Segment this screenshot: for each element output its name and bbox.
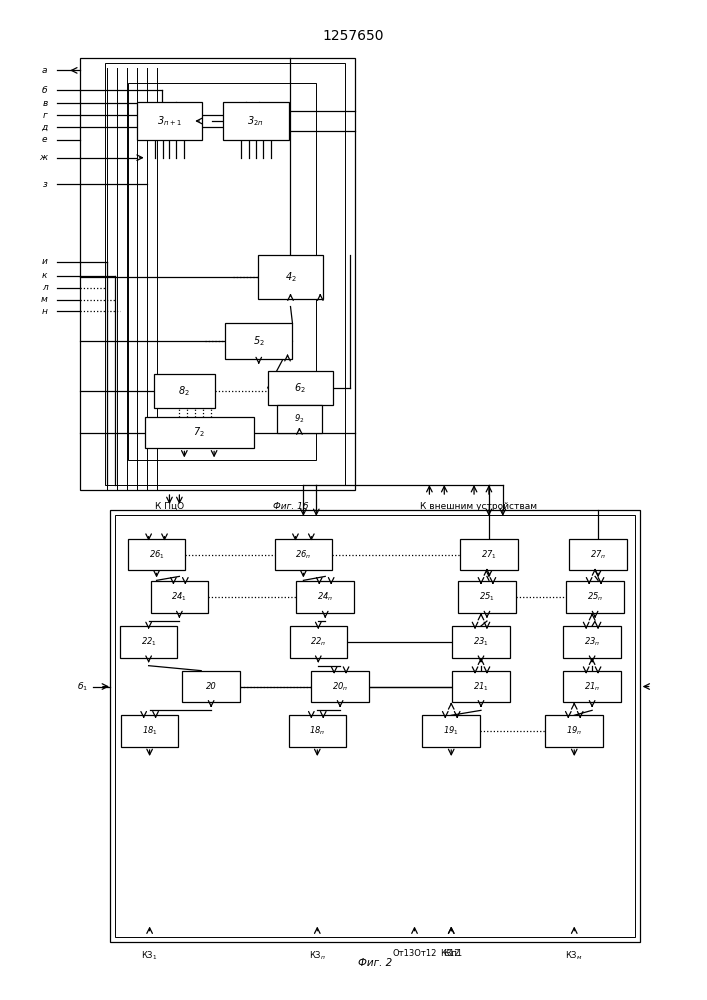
Text: 9$_2$: 9$_2$ <box>294 412 305 425</box>
Bar <box>423 715 480 747</box>
Text: Фиг. 2: Фиг. 2 <box>358 958 392 968</box>
Text: в: в <box>42 99 47 108</box>
Bar <box>288 715 346 747</box>
Text: 23$_1$: 23$_1$ <box>473 636 489 648</box>
Text: 19$_1$: 19$_1$ <box>443 725 459 737</box>
Text: КЗ$_1$: КЗ$_1$ <box>141 949 158 962</box>
Bar <box>452 626 510 658</box>
Bar <box>121 715 178 747</box>
Text: 4$_2$: 4$_2$ <box>285 270 296 284</box>
Text: д: д <box>41 122 47 131</box>
Text: 27$_п$: 27$_п$ <box>590 548 606 561</box>
Bar <box>80 58 355 490</box>
Bar <box>268 371 333 405</box>
Text: а: а <box>42 66 47 75</box>
Text: м: м <box>41 295 47 304</box>
Text: 22$_п$: 22$_п$ <box>310 636 327 648</box>
Bar <box>276 405 322 433</box>
Bar <box>274 539 332 570</box>
Text: 20$_п$: 20$_п$ <box>332 680 349 693</box>
Bar <box>128 83 316 460</box>
Text: 3$_{п+1}$: 3$_{п+1}$ <box>157 114 182 128</box>
Text: 26$_п$: 26$_п$ <box>296 548 312 561</box>
Text: 27$_1$: 27$_1$ <box>481 548 497 561</box>
Text: 6$_2$: 6$_2$ <box>295 381 306 395</box>
Text: и: и <box>42 257 47 266</box>
Bar <box>136 102 202 140</box>
Bar <box>110 510 640 942</box>
Text: Фиг. 1б: Фиг. 1б <box>273 502 308 511</box>
Bar <box>223 102 288 140</box>
Text: г: г <box>42 111 47 120</box>
Bar <box>120 626 177 658</box>
Bar <box>289 626 347 658</box>
Bar <box>458 581 515 613</box>
Bar <box>563 626 621 658</box>
Text: к: к <box>42 271 47 280</box>
Text: 26$_1$: 26$_1$ <box>148 548 165 561</box>
Bar <box>182 671 240 702</box>
Bar <box>569 539 627 570</box>
Text: 19$_п$: 19$_п$ <box>566 725 583 737</box>
Text: 21$_1$: 21$_1$ <box>473 680 489 693</box>
Text: От13От12: От13От12 <box>392 949 437 958</box>
Text: 20: 20 <box>206 682 216 691</box>
Text: 25$_п$: 25$_п$ <box>587 591 603 603</box>
Text: 5$_2$: 5$_2$ <box>253 334 264 348</box>
Bar <box>296 581 354 613</box>
Bar <box>563 671 621 702</box>
Bar <box>105 63 345 485</box>
Text: 24$_1$: 24$_1$ <box>171 591 187 603</box>
Text: л: л <box>42 283 47 292</box>
Text: КЗ$_м$: КЗ$_м$ <box>566 949 583 962</box>
Text: н: н <box>42 307 47 316</box>
Bar <box>566 581 624 613</box>
Text: 1257650: 1257650 <box>322 29 384 43</box>
Text: 24$_п$: 24$_п$ <box>317 591 334 603</box>
Text: б: б <box>42 86 47 95</box>
Text: б$_1$: б$_1$ <box>77 680 88 693</box>
Text: з: з <box>42 180 47 189</box>
Bar <box>311 671 369 702</box>
Text: К ПцО: К ПцО <box>155 502 184 511</box>
Text: 25$_1$: 25$_1$ <box>479 591 495 603</box>
Text: КЗп1: КЗп1 <box>440 949 462 958</box>
Text: К12: К12 <box>443 949 460 958</box>
Bar <box>153 374 215 408</box>
Text: 18$_п$: 18$_п$ <box>309 725 325 737</box>
Text: 22$_1$: 22$_1$ <box>141 636 156 648</box>
Text: 8$_2$: 8$_2$ <box>178 384 190 398</box>
Text: ж: ж <box>40 153 47 162</box>
Bar <box>115 515 635 937</box>
Text: 23$_п$: 23$_п$ <box>584 636 600 648</box>
Bar <box>151 581 208 613</box>
Bar <box>128 539 185 570</box>
Text: 21$_п$: 21$_п$ <box>584 680 600 693</box>
Bar <box>452 671 510 702</box>
Text: КЗ$_п$: КЗ$_п$ <box>309 949 326 962</box>
Bar <box>258 255 323 299</box>
Bar <box>225 323 293 359</box>
Text: К внешним устройствам: К внешним устройствам <box>421 502 537 511</box>
Text: 18$_1$: 18$_1$ <box>141 725 158 737</box>
Bar <box>460 539 518 570</box>
Text: 7$_2$: 7$_2$ <box>193 426 205 439</box>
Bar <box>546 715 603 747</box>
Text: е: е <box>42 135 47 144</box>
Bar <box>145 417 254 448</box>
Text: 3$_{2п}$: 3$_{2п}$ <box>247 114 264 128</box>
